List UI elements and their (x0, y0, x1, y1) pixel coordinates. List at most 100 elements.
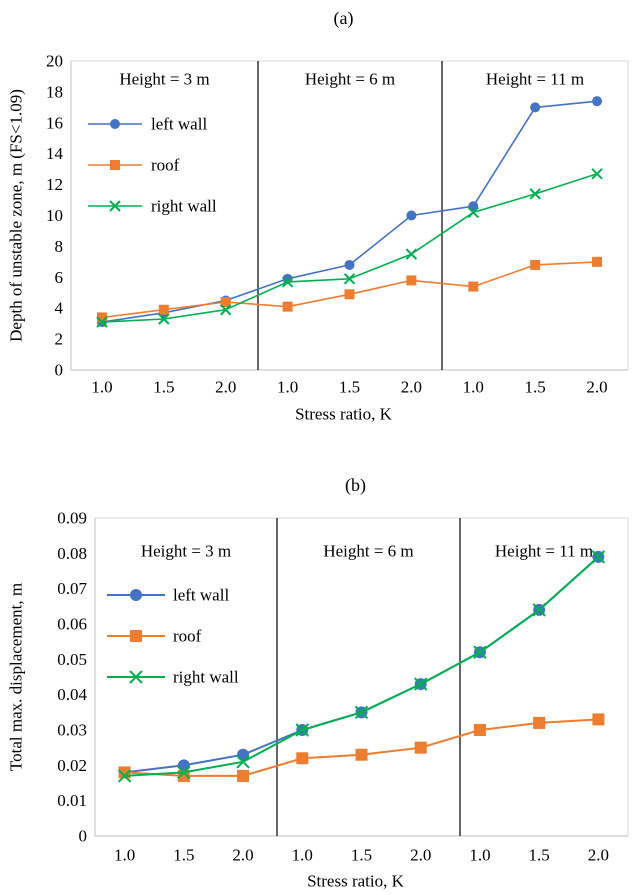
y-axis-title: Depth of unstable zone, m (FS<1.09) (7, 89, 26, 342)
legend-marker-left-wall (110, 119, 120, 129)
data-point-roof (355, 748, 368, 761)
group-label: Height = 11 m (495, 542, 593, 561)
data-point-roof (237, 769, 250, 782)
data-point-right-wall (343, 273, 356, 285)
data-point-right-wall (281, 276, 294, 288)
legend-label-right-wall: right wall (173, 668, 239, 687)
data-point-left-wall (406, 210, 417, 221)
y-tick-label: 8 (55, 237, 64, 256)
data-point-roof (282, 301, 293, 312)
chart-panel-b: (b) 0 0.01 0.02 0.03 0.04 0.05 0.06 0.07 0.08 0.09… (7, 475, 629, 891)
group-label: Height = 3 m (119, 70, 209, 89)
data-point-roof (296, 752, 309, 765)
y-tick-label: 6 (55, 268, 64, 287)
legend-label-roof: roof (173, 627, 202, 646)
data-point-roof (592, 256, 603, 267)
data-point-left-wall (530, 102, 541, 113)
data-point-roof (406, 275, 417, 286)
data-point-right-wall (591, 168, 603, 180)
legend: left wall roof right wall (107, 586, 239, 687)
data-point-right-wall (236, 755, 250, 769)
data-point-left-wall (592, 96, 603, 107)
data-point-right-wall (117, 769, 132, 783)
data-point-right-wall (295, 723, 309, 737)
data-point-roof (530, 259, 541, 270)
y-tick-label: 0.09 (57, 509, 87, 528)
plot-frame (70, 60, 629, 371)
y-tick-label: 0.06 (57, 615, 87, 634)
group-label: Height = 6 m (305, 70, 395, 89)
data-point-right-wall (473, 645, 487, 659)
data-point-right-wall (158, 313, 170, 325)
legend-marker-roof (110, 160, 120, 170)
x-tick-label: 2.0 (588, 846, 609, 865)
data-point-left-wall (344, 259, 355, 270)
data-point-right-wall (532, 603, 546, 617)
legend-label-left-wall: left wall (173, 586, 229, 605)
series-roof (118, 713, 605, 782)
legend-label-right-wall: right wall (151, 197, 217, 216)
legend-label-left-wall: left wall (151, 115, 207, 134)
legend: left wall roof right wall (88, 115, 217, 216)
group-label: Height = 11 m (486, 70, 584, 89)
x-tick-label: 2.0 (215, 378, 236, 397)
data-point-roof (468, 281, 479, 292)
x-tick-label: 1.0 (292, 846, 313, 865)
x-tick-label: 1.5 (529, 846, 550, 865)
data-point-right-wall (467, 206, 479, 219)
legend-marker-roof (130, 630, 142, 642)
series-line-roof (124, 718, 599, 777)
x-tick-label: 1.0 (277, 378, 298, 397)
chart-panel-a: (a) 0 2 4 6 8 10 12 14 16 18 20 1.0 1.5 2.0 1.0 1.5 2.0 1.… (7, 8, 629, 424)
x-axis-title: Stress ratio, K (307, 872, 405, 891)
data-point-roof (533, 716, 546, 729)
y-tick-label: 12 (46, 175, 63, 194)
group-label: Height = 6 m (323, 542, 413, 561)
legend-marker-left-wall (130, 589, 142, 601)
data-point-right-wall (96, 316, 108, 328)
data-point-right-wall (414, 677, 428, 691)
panel-label: (b) (345, 475, 366, 496)
data-point-roof (473, 724, 486, 736)
y-tick-label: 0.07 (57, 579, 87, 598)
data-point-roof (96, 312, 107, 323)
data-point-right-wall (591, 550, 606, 564)
y-tick-label: 0.04 (57, 685, 87, 704)
data-point-roof (344, 289, 355, 300)
y-tick-label: 14 (46, 144, 64, 163)
legend-label-roof: roof (151, 156, 180, 175)
y-tick-label: 0.01 (57, 791, 87, 810)
series-right-wall (96, 168, 603, 328)
data-point-roof (158, 304, 169, 315)
y-tick-label: 10 (46, 206, 63, 225)
x-tick-label: 1.5 (525, 378, 546, 397)
y-tick-label: 0.03 (57, 721, 87, 740)
y-axis-title: Total max. displacement, m (7, 583, 26, 771)
data-point-roof (220, 297, 231, 308)
y-tick-label: 20 (46, 52, 63, 71)
data-point-right-wall (354, 705, 369, 720)
x-tick-label: 1.5 (351, 846, 372, 865)
y-tick-label: 4 (55, 299, 64, 318)
x-tick-label: 2.0 (401, 378, 422, 397)
series-roof (96, 256, 603, 323)
x-tick-label: 2.0 (410, 846, 431, 865)
x-tick-label: 1.0 (91, 378, 112, 397)
x-tick-label: 1.0 (469, 846, 490, 865)
y-tick-label: 0.05 (57, 650, 87, 669)
x-tick-label: 1.5 (173, 846, 194, 865)
data-point-roof (592, 713, 605, 726)
x-tick-label: 2.0 (232, 846, 253, 865)
panel-label: (a) (334, 8, 354, 29)
x-tick-label: 1.5 (339, 378, 360, 397)
y-tick-label: 0.02 (57, 756, 87, 775)
x-tick-label: 1.0 (114, 846, 135, 865)
data-point-right-wall (405, 248, 418, 260)
legend-marker-right-wall (109, 200, 121, 212)
y-tick-label: 0 (79, 827, 88, 846)
data-point-right-wall (177, 765, 191, 780)
x-tick-label: 1.0 (463, 378, 484, 397)
data-point-roof (414, 741, 427, 754)
y-tick-label: 0.08 (57, 544, 87, 563)
y-tick-label: 2 (55, 330, 64, 349)
